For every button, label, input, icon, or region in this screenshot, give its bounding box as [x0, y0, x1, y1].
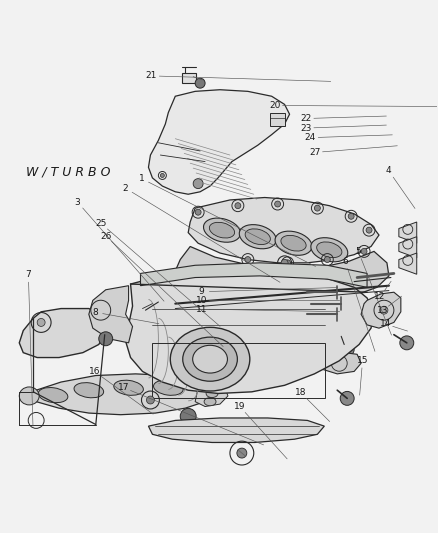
- Circle shape: [195, 209, 201, 215]
- Circle shape: [340, 342, 354, 357]
- Circle shape: [380, 306, 388, 314]
- Text: 1: 1: [139, 174, 145, 183]
- Circle shape: [159, 291, 172, 305]
- Circle shape: [146, 396, 155, 404]
- Circle shape: [195, 78, 205, 88]
- Ellipse shape: [238, 273, 277, 292]
- Polygon shape: [188, 198, 379, 263]
- Circle shape: [235, 203, 241, 208]
- Circle shape: [340, 391, 354, 405]
- Ellipse shape: [74, 383, 104, 398]
- Polygon shape: [399, 222, 417, 243]
- Polygon shape: [148, 418, 324, 442]
- Circle shape: [366, 227, 372, 233]
- Circle shape: [314, 205, 320, 211]
- Circle shape: [189, 305, 195, 311]
- Ellipse shape: [114, 380, 143, 395]
- Circle shape: [188, 288, 202, 302]
- Polygon shape: [318, 353, 361, 374]
- Text: 7: 7: [25, 270, 31, 279]
- Text: 3: 3: [74, 198, 81, 207]
- Polygon shape: [175, 246, 389, 306]
- Ellipse shape: [38, 387, 68, 402]
- Text: 19: 19: [234, 402, 246, 411]
- Text: 14: 14: [380, 319, 391, 328]
- Circle shape: [160, 173, 164, 177]
- Text: 16: 16: [89, 367, 101, 376]
- Polygon shape: [126, 271, 374, 393]
- Bar: [152, 343, 325, 398]
- Ellipse shape: [317, 242, 342, 257]
- Text: 10: 10: [196, 296, 207, 305]
- Text: 17: 17: [117, 383, 129, 392]
- Text: 8: 8: [92, 308, 98, 317]
- Polygon shape: [141, 263, 367, 287]
- Text: 18: 18: [295, 388, 307, 397]
- Text: 21: 21: [146, 71, 157, 80]
- Ellipse shape: [206, 390, 218, 398]
- Circle shape: [275, 201, 281, 207]
- Ellipse shape: [183, 337, 237, 381]
- Text: 26: 26: [100, 231, 112, 240]
- Text: 20: 20: [269, 101, 280, 110]
- Text: 11: 11: [196, 305, 207, 313]
- Circle shape: [99, 332, 113, 346]
- Polygon shape: [270, 112, 285, 126]
- Ellipse shape: [239, 224, 276, 249]
- Text: 24: 24: [305, 133, 316, 142]
- Ellipse shape: [209, 222, 235, 238]
- Circle shape: [361, 248, 367, 254]
- Polygon shape: [195, 384, 228, 407]
- Circle shape: [193, 179, 203, 189]
- Polygon shape: [148, 90, 290, 194]
- Circle shape: [37, 318, 45, 326]
- Text: 6: 6: [343, 257, 348, 266]
- Text: 2: 2: [123, 184, 128, 192]
- Text: W / T U R B O: W / T U R B O: [26, 165, 111, 179]
- Polygon shape: [399, 237, 417, 258]
- Polygon shape: [182, 74, 196, 83]
- Text: 22: 22: [300, 114, 312, 123]
- Text: 23: 23: [300, 124, 312, 133]
- Circle shape: [180, 408, 196, 424]
- Circle shape: [324, 256, 330, 263]
- Ellipse shape: [245, 229, 270, 245]
- Circle shape: [285, 260, 290, 266]
- Polygon shape: [23, 374, 210, 415]
- Text: 15: 15: [357, 356, 368, 365]
- Ellipse shape: [204, 218, 240, 242]
- Text: 4: 4: [386, 166, 392, 175]
- Ellipse shape: [193, 345, 227, 373]
- Circle shape: [281, 260, 288, 266]
- Ellipse shape: [275, 231, 312, 255]
- Ellipse shape: [281, 236, 306, 251]
- Text: 13: 13: [376, 306, 388, 316]
- Text: 9: 9: [199, 287, 205, 296]
- Circle shape: [237, 448, 247, 458]
- Circle shape: [245, 256, 251, 263]
- Polygon shape: [361, 292, 401, 328]
- Ellipse shape: [201, 266, 240, 286]
- Polygon shape: [89, 286, 133, 343]
- Text: 25: 25: [96, 220, 107, 228]
- Ellipse shape: [312, 286, 351, 305]
- Ellipse shape: [170, 327, 250, 391]
- Ellipse shape: [311, 238, 348, 262]
- Ellipse shape: [154, 380, 183, 395]
- Ellipse shape: [275, 279, 314, 298]
- Ellipse shape: [204, 398, 216, 406]
- Text: 27: 27: [309, 148, 321, 157]
- Circle shape: [348, 213, 354, 219]
- Polygon shape: [19, 309, 105, 358]
- Circle shape: [400, 336, 414, 350]
- Text: 12: 12: [374, 293, 386, 302]
- Ellipse shape: [19, 387, 39, 405]
- Circle shape: [138, 313, 146, 321]
- Polygon shape: [399, 253, 417, 274]
- Text: 5: 5: [355, 247, 361, 256]
